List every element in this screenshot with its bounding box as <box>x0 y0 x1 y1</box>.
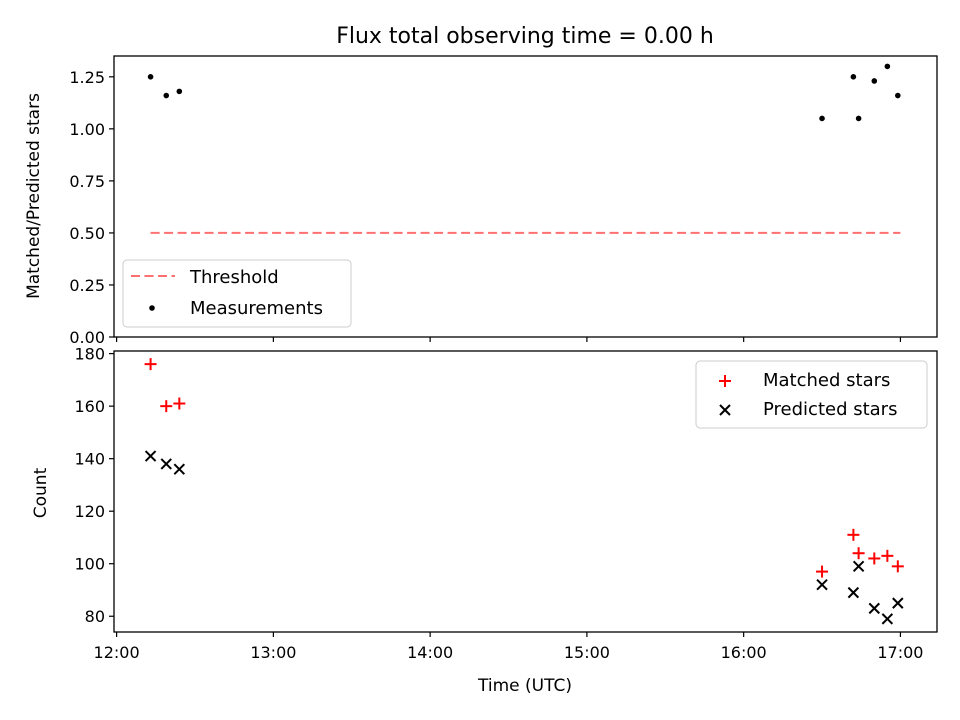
legend-measurements-label: Measurements <box>190 298 323 319</box>
bottom-y-tick-label: 120 <box>74 502 105 521</box>
top-legend: Threshold Measurements <box>122 259 352 328</box>
bottom-panel: 80 100 120 140 160 180 12:00 13:00 14:00 15:00 16… <box>31 345 938 696</box>
legend-matched-marker <box>719 375 731 387</box>
matched-star-point <box>847 528 860 541</box>
x-tick-label: 14:00 <box>407 643 453 662</box>
bottom-legend-box <box>695 360 928 429</box>
matched-star-point <box>868 552 881 565</box>
predicted-star-point <box>173 463 186 475</box>
predicted-star-point <box>144 450 157 462</box>
bottom-y-tick-label: 80 <box>85 607 105 626</box>
measurement-point <box>895 92 901 99</box>
x-tick-label: 15:00 <box>564 643 610 662</box>
measurement-point <box>871 78 878 84</box>
x-tick-label: 13:00 <box>250 643 296 662</box>
x-tick-label: 17:00 <box>877 643 923 662</box>
matched-star-point <box>891 560 904 573</box>
x-tick-label: 16:00 <box>721 643 767 662</box>
top-y-axis: 0.00 0.25 0.50 0.75 1.00 1.25 <box>69 68 114 347</box>
top-y-tick-label: 1.25 <box>69 68 105 87</box>
measurement-point <box>850 74 857 80</box>
measurement-point <box>884 63 891 70</box>
legend-predicted-label: Predicted stars <box>763 399 897 420</box>
bottom-legend: Matched stars Predicted stars <box>695 360 928 429</box>
top-x-ticks <box>116 337 902 342</box>
top-plot-marks <box>147 63 901 234</box>
matched-star-point <box>881 549 894 562</box>
measurement-point <box>855 115 862 122</box>
predicted-star-point <box>816 579 828 591</box>
legend-matched-label: Matched stars <box>763 370 890 391</box>
legend-threshold-label: Threshold <box>189 267 279 288</box>
bottom-y-axis: 80 100 120 140 160 180 <box>74 345 114 626</box>
top-y-tick-label: 0.50 <box>69 224 105 243</box>
measurement-point <box>176 88 183 95</box>
measurement-point <box>163 92 170 99</box>
top-y-tick-label: 1.00 <box>69 120 105 139</box>
bottom-plot-marks <box>144 358 904 625</box>
x-axis-label: Time (UTC) <box>477 676 572 696</box>
top-y-tick-label: 0.00 <box>69 328 105 347</box>
x-tick-label: 12:00 <box>94 643 140 662</box>
bottom-x-axis: 12:00 13:00 14:00 15:00 16:00 17:00 <box>94 632 923 662</box>
top-plot-frame <box>113 55 938 338</box>
matched-star-point <box>816 565 829 578</box>
predicted-star-point <box>892 597 904 609</box>
legend-predicted-marker <box>719 404 731 416</box>
predicted-star-point <box>868 602 881 615</box>
matched-star-point <box>173 397 186 410</box>
top-legend-box <box>122 259 352 328</box>
predicted-star-point <box>160 458 172 470</box>
bottom-y-tick-label: 140 <box>74 450 105 469</box>
measurement-point <box>819 115 825 122</box>
predicted-star-point <box>852 560 865 573</box>
top-y-axis-label: Matched/Predicted stars <box>24 93 44 299</box>
measurement-point <box>147 74 154 80</box>
top-y-tick-label: 0.75 <box>69 172 105 191</box>
bottom-y-tick-label: 180 <box>74 345 105 364</box>
legend-measurements-marker <box>149 305 155 311</box>
matched-star-point <box>160 400 173 413</box>
bottom-y-tick-label: 160 <box>74 397 105 416</box>
predicted-star-point <box>881 613 894 625</box>
bottom-y-tick-label: 100 <box>74 555 105 574</box>
bottom-plot-frame <box>113 350 938 633</box>
matched-star-point <box>852 547 865 560</box>
predicted-star-point <box>847 586 860 599</box>
top-y-tick-label: 0.25 <box>69 276 105 295</box>
bottom-y-axis-label: Count <box>31 467 51 518</box>
chart-title: Flux total observing time = 0.00 h <box>336 24 714 49</box>
top-panel: 0.00 0.25 0.50 0.75 1.00 1.25 Matched/Predict… <box>24 55 938 347</box>
matched-star-point <box>144 358 157 371</box>
